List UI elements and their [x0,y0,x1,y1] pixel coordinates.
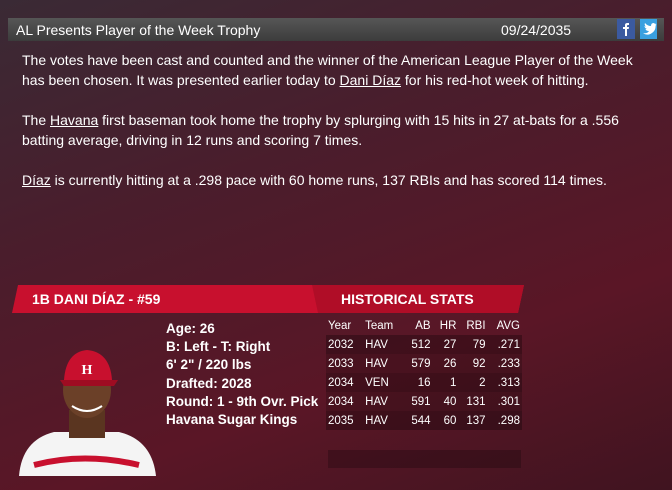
link[interactable]: Havana [50,112,99,128]
stats-cell: 2033 [328,357,354,370]
header-row: Year Team AB HR RBI AVG [326,316,522,335]
stats-cell: 1 [450,376,457,389]
text: The [22,112,51,128]
stats-cell: 512 [411,338,431,351]
stats-row: 2033 HAV 579 26 92 .233 [326,354,522,373]
stats-cell: HAV [365,357,388,370]
stats-cell: .298 [497,414,520,427]
stats-cell: 131 [466,395,486,408]
stats-cell: 27 [443,338,457,351]
bio-line: B: Left - T: Right [166,339,271,355]
stats-cell: HAV [365,395,388,408]
link[interactable]: Dani Díaz [339,72,401,88]
stats-cell: 2 [479,376,486,389]
article: The votes have been cast and counted and… [22,50,642,210]
stats-cell: 544 [411,414,431,427]
column-header: AB [415,319,431,332]
stats-row: 2034 VEN 16 1 2 .313 [326,373,522,392]
facebook-icon [623,23,629,36]
empty-row [328,450,521,468]
bio-line: Age: 26 [166,321,215,336]
paragraph: The votes have been cast and counted and… [22,50,642,90]
text: for his red-hot week of hitting. [401,72,589,88]
bio-line: Round: 1 - 9th Ovr. Pick [166,393,319,409]
player-portrait: H [19,350,156,476]
stats-cell: .313 [497,376,520,389]
stats-cell: 60 [443,414,457,427]
column-header: HR [439,319,457,332]
stats-title: HISTORICAL STATS [341,291,474,307]
stats-cell: 137 [466,414,486,427]
player-name: 1B DANI DÍAZ - #59 [32,291,161,307]
svg-text:H: H [82,363,93,378]
stats-cell: .271 [497,338,520,351]
stats-cell: 2035 [328,414,354,427]
stats-cell: 579 [411,357,431,370]
column-header: AVG [496,319,520,332]
twitter-icon [643,23,657,35]
column-header: RBI [466,319,486,332]
bio-line: Drafted: 2028 [166,375,252,391]
header-title: AL Presents Player of the Week Trophy [16,22,261,38]
stats-cell: 92 [472,357,486,370]
stats-row: 2032 HAV 512 27 79 .271 [326,335,522,354]
share-icons [617,19,657,39]
stats-table: Year Team AB HR RBI AVG 2032 HAV 512 27 79 .271 2033… [326,316,522,430]
bio-line: Havana Sugar Kings [166,412,298,427]
stats-cell: 16 [417,376,431,389]
stats-cell: VEN [365,376,389,389]
paragraph: Díaz is currently hitting at a .298 pace… [22,170,642,190]
stats-cell: .301 [497,395,520,408]
link[interactable]: Díaz [22,172,51,188]
stats-cell: .233 [497,357,520,370]
column-header: Team [365,319,394,332]
text: first baseman took home the trophy by sp… [22,112,619,148]
stats-cell: 40 [443,395,457,408]
stats-cell: HAV [365,414,388,427]
stats-cell: HAV [365,338,388,351]
stats-cell: 2034 [328,395,354,408]
stats-cell: 2034 [328,376,354,389]
stats-cell: 26 [443,357,457,370]
stats-cell: 2032 [328,338,354,351]
text: The votes have been cast and counted and… [22,52,633,88]
column-header: Year [328,319,352,332]
stats-cell: 79 [472,338,486,351]
stats-row: 2035 HAV 544 60 137 .298 [326,411,522,430]
text: is currently hitting at a .298 pace with… [50,172,607,188]
bio-line: 6' 2" / 220 lbs [166,357,252,373]
header-date: 09/24/2035 [501,22,572,38]
player-header-bar [12,285,524,313]
paragraph: The Havana first baseman took home the t… [22,110,642,150]
header-bar: AL Presents Player of the Week Trophy 09… [8,18,664,41]
stats-cell: 591 [411,395,431,408]
stats-row: 2034 HAV 591 40 131 .301 [326,392,522,411]
